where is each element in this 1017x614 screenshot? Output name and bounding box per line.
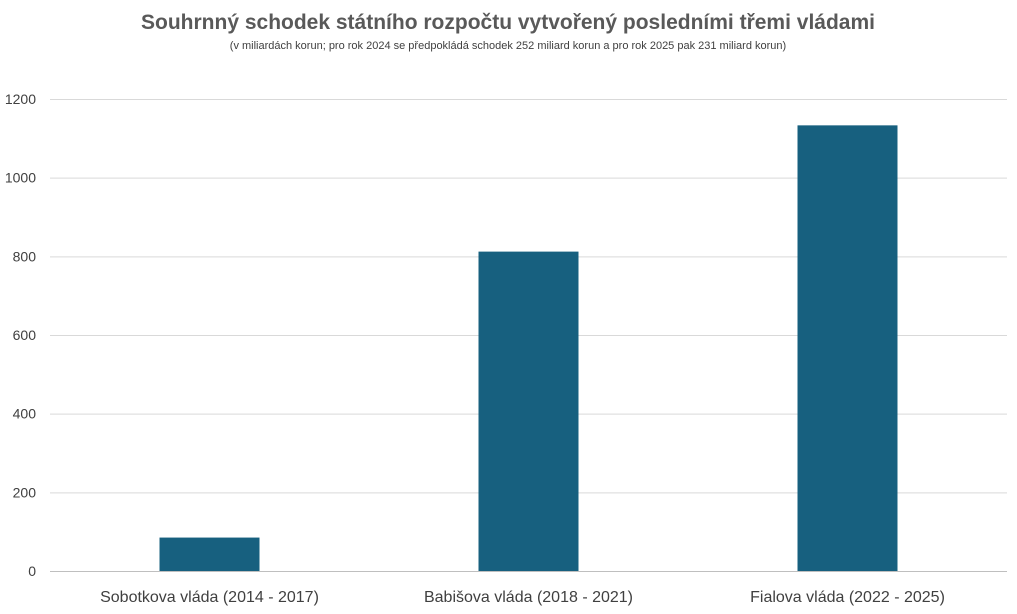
chart-title: Souhrnný schodek státního rozpočtu vytvo… [141, 11, 875, 34]
chart-subtitle: (v miliardách korun; pro rok 2024 se pře… [230, 40, 786, 52]
x-category-label: Fialova vláda (2022 - 2025) [750, 589, 945, 606]
y-tick-label: 800 [13, 248, 37, 264]
y-tick-label: 0 [28, 563, 36, 579]
y-tick-label: 1000 [5, 170, 36, 186]
x-category-label: Sobotkova vláda (2014 - 2017) [100, 589, 319, 606]
x-axis: Sobotkova vláda (2014 - 2017) Babišova vl… [100, 589, 945, 606]
y-tick-label: 200 [13, 484, 37, 500]
y-tick-label: 1200 [5, 91, 36, 107]
bar-2 [478, 251, 579, 571]
bar-1 [159, 537, 260, 571]
x-category-label: Babišova vláda (2018 - 2021) [424, 589, 633, 606]
bars [159, 125, 898, 571]
y-axis: 0 200 400 600 800 1000 1200 [5, 91, 36, 579]
bar-3 [797, 125, 898, 571]
y-tick-label: 400 [13, 406, 37, 422]
y-tick-label: 600 [13, 327, 37, 343]
